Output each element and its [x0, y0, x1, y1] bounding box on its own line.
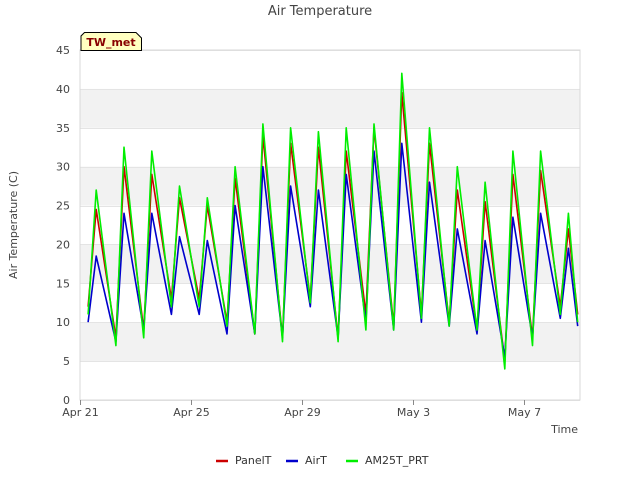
station-badge: TW_met: [80, 32, 142, 51]
station-badge-shape: [80, 32, 142, 51]
plot-frame: [79, 49, 581, 401]
y-tick-label: 20: [56, 238, 70, 251]
legend-label: AirT: [305, 454, 327, 467]
background-band: [80, 166, 580, 206]
x-axis-label: Time: [550, 423, 578, 436]
background-band: [80, 88, 580, 128]
legend: PanelT AirT AM25T_PRT: [216, 454, 429, 467]
y-tick-label: 0: [63, 394, 70, 407]
y-tick-label: 5: [63, 355, 70, 368]
chart-title: Air Temperature: [268, 4, 372, 19]
y-axis-label: Air Temperature (C): [7, 171, 20, 279]
y-axis: 0 5 10 15 20 25 30 35 40 45: [56, 44, 70, 407]
station-label: TW_met: [86, 36, 135, 49]
x-tick-label: Apr 29: [284, 406, 321, 419]
y-tick-label: 10: [56, 316, 70, 329]
x-tick-label: Apr 21: [62, 406, 99, 419]
y-tick-label: 35: [56, 122, 70, 135]
background-band: [80, 322, 580, 362]
series-line-am25t-prt: [87, 72, 579, 370]
x-tick-label: Apr 25: [173, 406, 210, 419]
legend-label: AM25T_PRT: [365, 454, 429, 467]
y-tick-label: 25: [56, 200, 70, 213]
plot-background: [80, 50, 580, 400]
x-tick-label: May 3: [397, 406, 430, 419]
y-tick-label: 45: [56, 44, 70, 57]
y-tick-label: 40: [56, 83, 70, 96]
x-axis: Apr 21 Apr 25 Apr 29 May 3 May 7: [62, 400, 541, 419]
x-tick-label: May 7: [508, 406, 541, 419]
series-lines: [87, 72, 579, 370]
y-tick-label: 15: [56, 277, 70, 290]
legend-label: PanelT: [235, 454, 272, 467]
y-tick-label: 30: [56, 161, 70, 174]
